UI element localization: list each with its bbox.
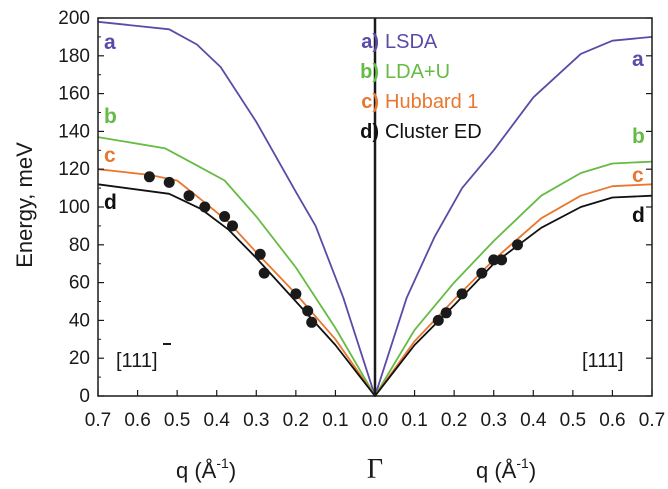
- curve-tag-right-a: a: [632, 48, 644, 71]
- y-tick-label: 140: [58, 121, 90, 142]
- data-point-11: [432, 314, 444, 326]
- x-tick-label: 0.1: [322, 410, 348, 431]
- x-tick-label: 0.6: [124, 410, 150, 431]
- legend-key-d: d): [360, 121, 379, 143]
- curve-tag-left-d: d: [104, 191, 117, 214]
- data-point-6: [254, 248, 266, 260]
- x-tick-label: 0.2: [283, 410, 309, 431]
- y-tick-label: 40: [69, 310, 90, 331]
- data-point-7: [258, 267, 270, 279]
- y-tick-label: 160: [58, 84, 90, 105]
- data-point-17: [512, 239, 523, 251]
- direction-label-left: [111]: [116, 350, 158, 372]
- curve-tag-left-a: a: [104, 31, 116, 54]
- y-tick-label: 200: [58, 8, 90, 29]
- data-point-8: [290, 288, 302, 300]
- y-tick-label: 20: [69, 348, 90, 369]
- legend-key-c: c): [361, 91, 379, 113]
- legend-key-b: b): [360, 61, 379, 83]
- y-tick-label: 100: [58, 197, 90, 218]
- y-tick-label: 120: [58, 159, 90, 180]
- x-tick-label: 0.2: [441, 410, 467, 431]
- data-point-16: [496, 254, 508, 266]
- data-point-5: [227, 220, 238, 232]
- data-point-0: [143, 171, 155, 183]
- data-point-4: [219, 211, 231, 222]
- x-tick-label: 0.6: [599, 410, 625, 431]
- x-tick-label: 0.1: [401, 410, 427, 431]
- data-point-15: [488, 254, 500, 266]
- x-axis-ticks: 0.7 0.6 0.5 0.4 0.3 0.2 0.1 0.0 0.1 0.2 0.3 0.4 0.5 0…: [85, 390, 665, 431]
- overbar-digit: 1: [141, 350, 152, 372]
- data-point-9: [302, 305, 314, 317]
- x-tick-label: 0.5: [164, 410, 190, 431]
- y-tick-label: 80: [69, 235, 90, 256]
- legend-label-a: LSDA: [385, 31, 438, 53]
- curve-tag-left-c: c: [104, 144, 116, 167]
- series-line-c: [97, 168, 653, 397]
- x-tick-label: 0.4: [520, 410, 547, 431]
- curve-tag-left-b: b: [104, 105, 117, 128]
- data-point-13: [456, 288, 468, 300]
- x-tick-label: 0.3: [243, 410, 269, 431]
- data-point-12: [440, 307, 452, 319]
- data-point-1: [163, 176, 175, 188]
- data-point-14: [476, 267, 488, 279]
- data-point-2: [183, 190, 195, 202]
- curve-tag-right-d: d: [632, 204, 645, 227]
- legend: a) LSDA b) LDA+U c) Hubbard 1 d) Cluster ED: [360, 31, 482, 143]
- curve-tag-right-c: c: [632, 164, 644, 187]
- x-tick-label: 0.5: [560, 410, 586, 431]
- data-point-3: [199, 201, 211, 213]
- direction-label-right: [111]: [582, 350, 624, 372]
- x-tick-label: 0.3: [481, 410, 507, 431]
- y-axis-title: Energy, meV: [12, 142, 37, 268]
- x-tick-label: 0.0: [362, 410, 388, 431]
- legend-key-a: a): [361, 31, 379, 53]
- curve-tag-right-b: b: [632, 125, 645, 148]
- x-axis-title-left: q (Å-1): [176, 455, 236, 483]
- x-tick-label: 0.4: [204, 410, 231, 431]
- y-tick-label: 60: [69, 273, 90, 294]
- data-point-10: [306, 316, 318, 328]
- y-tick-label: 180: [58, 46, 90, 67]
- x-tick-label: 0.7: [85, 410, 111, 431]
- x-axis-title-right: q (Å-1): [476, 455, 536, 483]
- gamma-label: Γ: [367, 454, 383, 485]
- experimental-points: [143, 171, 523, 328]
- legend-label-b: LDA+U: [385, 61, 450, 83]
- x-tick-label: 0.7: [639, 410, 665, 431]
- legend-label-c: Hubbard 1: [385, 91, 478, 113]
- y-tick-label: 0: [79, 386, 90, 407]
- y-axis-ticks: 0 20 40 60 80 100 120 140 160 180 200: [58, 8, 652, 407]
- legend-label-d: Cluster ED: [385, 121, 482, 143]
